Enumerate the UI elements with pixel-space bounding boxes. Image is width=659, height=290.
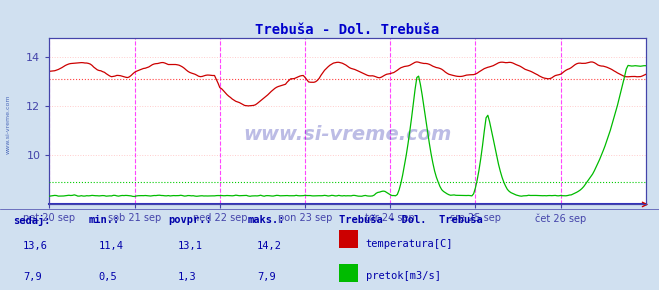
Text: sedaj:: sedaj: — [13, 215, 51, 226]
Text: 7,9: 7,9 — [23, 272, 42, 282]
Text: www.si-vreme.com: www.si-vreme.com — [243, 125, 452, 144]
Text: 11,4: 11,4 — [99, 241, 124, 251]
Bar — [339, 264, 358, 282]
Text: temperatura[C]: temperatura[C] — [366, 239, 453, 249]
Bar — [339, 230, 358, 248]
Text: povpr.:: povpr.: — [168, 215, 212, 225]
Text: pretok[m3/s]: pretok[m3/s] — [366, 271, 441, 280]
Text: 13,1: 13,1 — [178, 241, 203, 251]
Text: Trebuša - Dol.  Trebuša: Trebuša - Dol. Trebuša — [339, 215, 483, 225]
Text: 14,2: 14,2 — [257, 241, 282, 251]
Text: 13,6: 13,6 — [23, 241, 48, 251]
Text: min.:: min.: — [89, 215, 120, 225]
Title: Trebuša - Dol. Trebuša: Trebuša - Dol. Trebuša — [256, 23, 440, 37]
Text: www.si-vreme.com: www.si-vreme.com — [5, 95, 11, 155]
Text: 0,5: 0,5 — [99, 272, 117, 282]
Text: 1,3: 1,3 — [178, 272, 196, 282]
Text: 7,9: 7,9 — [257, 272, 275, 282]
Text: maks.:: maks.: — [247, 215, 285, 225]
